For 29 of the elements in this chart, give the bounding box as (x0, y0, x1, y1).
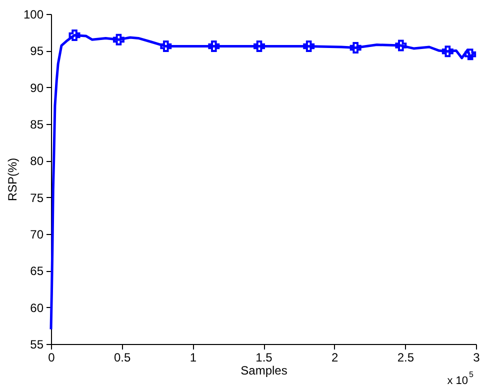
point (68, 30, 80, 42)
y-tick-label: 90 (30, 80, 44, 95)
point (303, 40, 315, 52)
point (208, 40, 220, 52)
point (350, 42, 362, 54)
point (395, 40, 407, 52)
x-tick-label: 3 (473, 350, 480, 364)
y-tick-label: 65 (30, 264, 44, 278)
y-tick-label: 100 (23, 8, 44, 22)
x-tick-label: 2 (331, 350, 338, 364)
x-tick-label: 0.5 (114, 350, 131, 364)
y-tick-label: 85 (30, 118, 44, 132)
point (160, 40, 172, 52)
x-tick-label: 1.5 (256, 350, 273, 364)
y-tick-label: 55 (30, 338, 44, 352)
x-tick-label: 0 (48, 350, 56, 364)
y-tick-label: 95 (30, 44, 44, 58)
y-tick-label: 80 (30, 154, 44, 168)
y-tick-label: 75 (30, 190, 44, 205)
y-tick-label: 60 (30, 300, 44, 315)
point (442, 46, 454, 58)
point (464, 48, 476, 60)
x-tick-label: 1 (190, 350, 197, 364)
point (254, 40, 265, 52)
y-tick-label: 70 (30, 228, 44, 242)
y-axis-title: RSP(%) (5, 158, 20, 202)
x-axis-title: Samples (240, 364, 288, 378)
point (112, 34, 124, 46)
x-tick-label: 2.5 (397, 350, 414, 364)
